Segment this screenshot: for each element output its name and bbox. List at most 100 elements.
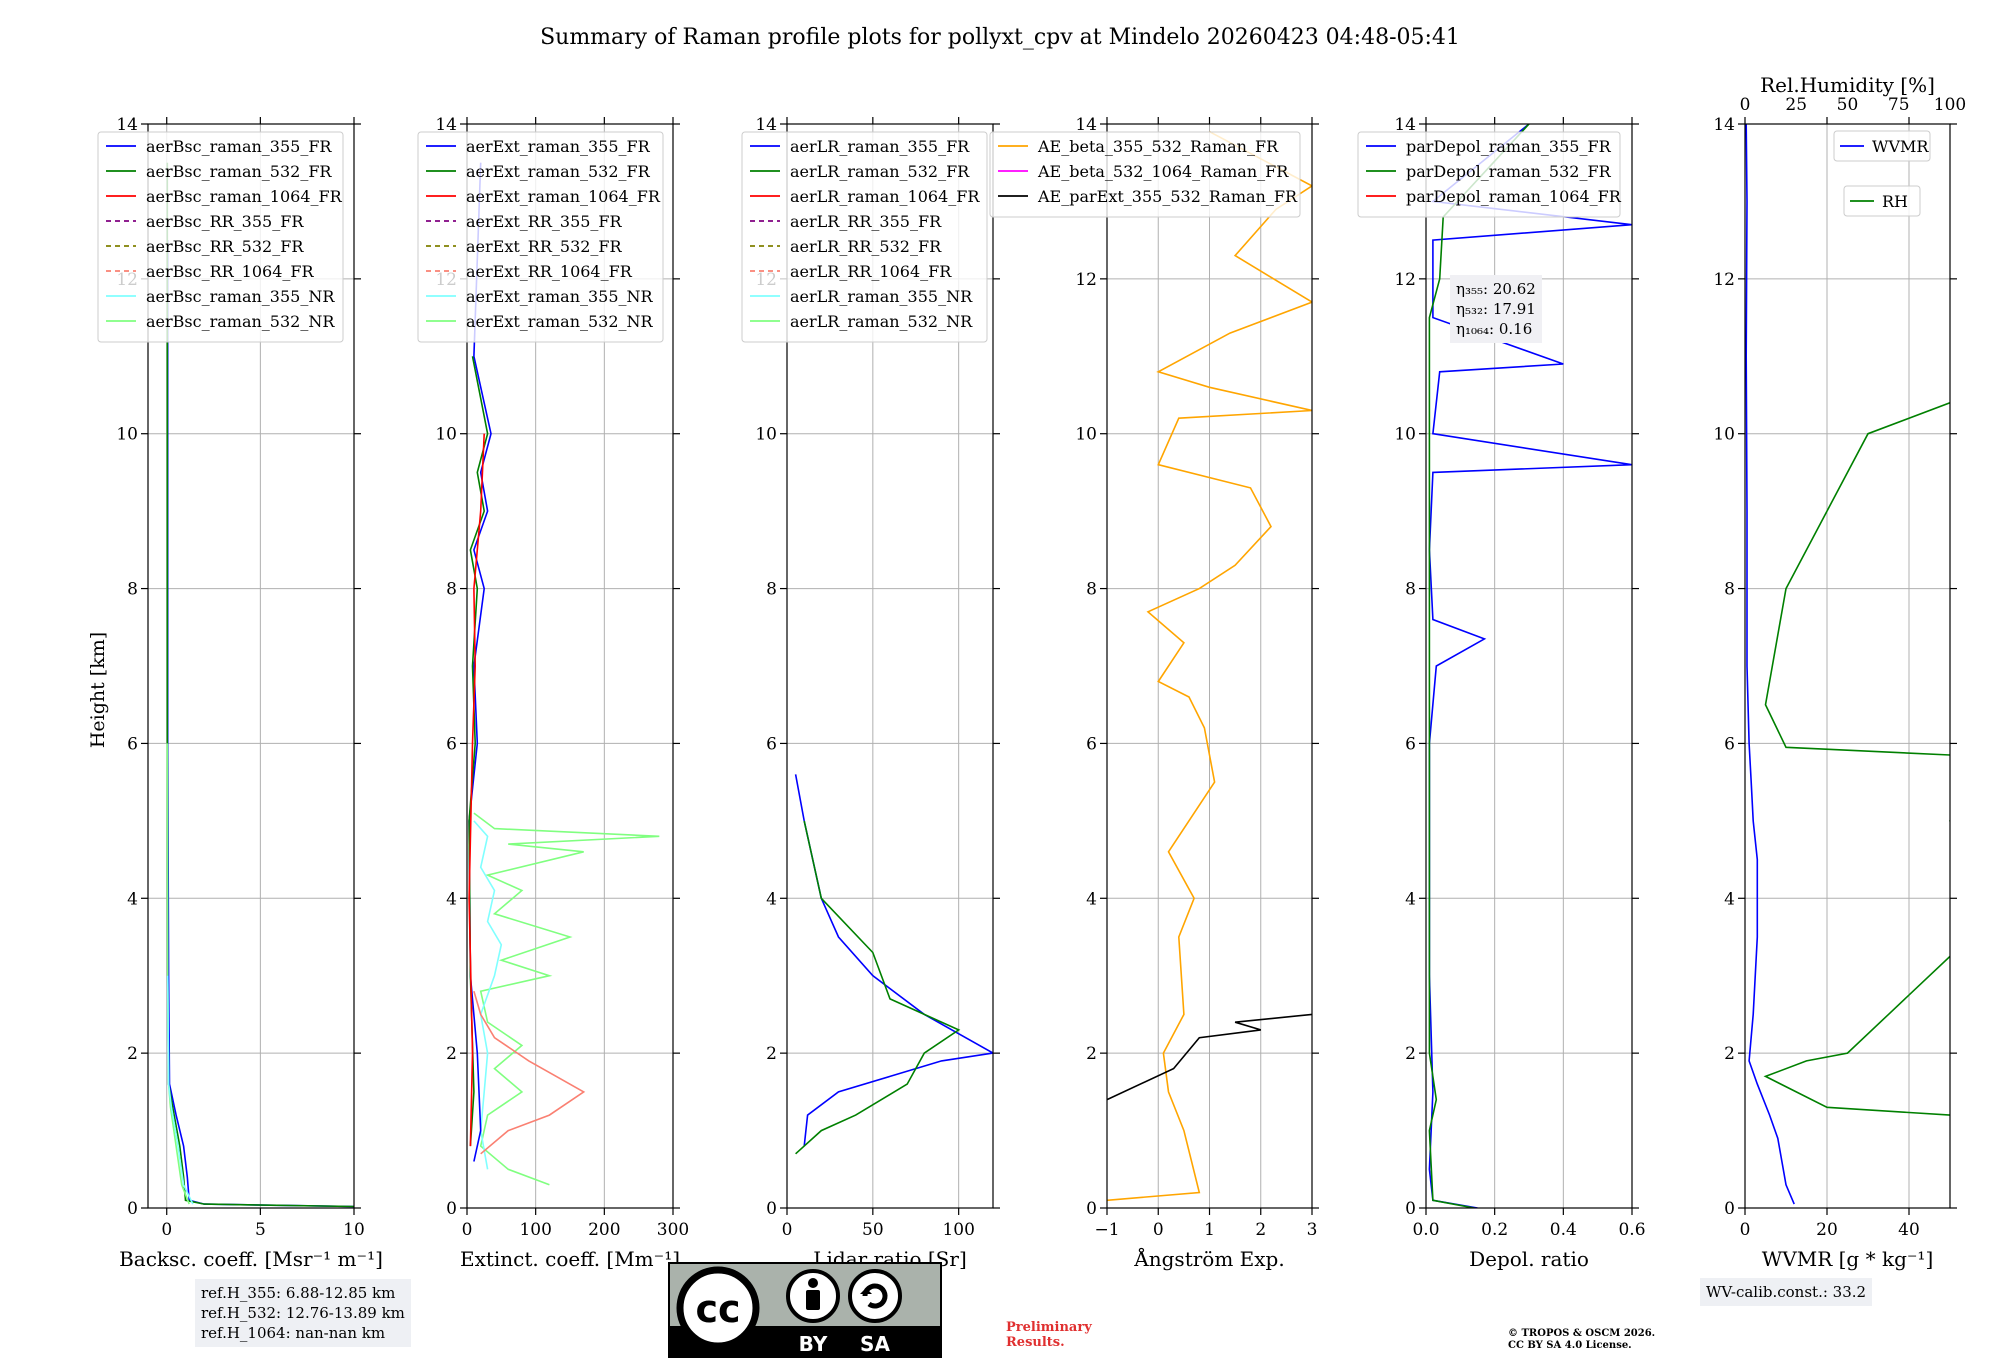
axes-frame: [1425, 123, 1633, 1209]
y-tick-label: 0: [446, 1199, 457, 1219]
legend-box: [97, 131, 344, 343]
cc-by-sa-badge: cc BY SA: [668, 1262, 942, 1358]
legend-label-aerLR_raman_1064_FR: aerLR_raman_1064_FR: [790, 187, 980, 206]
y-tick-label: 10: [1075, 425, 1097, 445]
y-tick-label: 10: [435, 425, 457, 445]
panel-lr: 02468101214050100Lidar ratio [Sr]aerLR_r…: [741, 115, 1000, 1271]
y-tick-label: 0: [127, 1199, 138, 1219]
legend-label-aerBsc_RR_355_FR: aerBsc_RR_355_FR: [146, 212, 304, 231]
y-tick-label: 2: [446, 1044, 457, 1064]
axes-frame: [1744, 123, 1951, 1209]
legend-label-AE_beta_355_532_Raman_FR: AE_beta_355_532_Raman_FR: [1037, 137, 1279, 156]
ref-height-box: ref.H_355: 6.88-12.85 km ref.H_532: 12.7…: [195, 1279, 411, 1347]
y-tick-label: 6: [1724, 734, 1735, 754]
x-tick-label: 200: [588, 1220, 620, 1240]
y-tick-label: 0: [1086, 1199, 1097, 1219]
x-tick-label: 100: [942, 1220, 974, 1240]
panel-ext: 024681012140100200300Extinct. coeff. [Mm…: [417, 115, 689, 1271]
axes-frame: [466, 123, 674, 1209]
x-axis-label: Ångström Exp.: [1133, 1246, 1284, 1271]
legend-label-aerExt_raman_355_NR: aerExt_raman_355_NR: [466, 287, 654, 306]
x-axis-label: Backsc. coeff. [Msr⁻¹ m⁻¹]: [119, 1247, 383, 1271]
x-tick-label: 0: [1740, 1220, 1751, 1240]
y-tick-label: 12: [1713, 270, 1735, 290]
y-tick-label: 4: [1405, 889, 1416, 909]
x-tick-label: 0: [1153, 1220, 1164, 1240]
y-tick-label: 8: [766, 580, 777, 600]
x2-tick-label: 25: [1785, 95, 1807, 115]
series-line-AE_parExt_355_532_Raman_FR: [1107, 1013, 1312, 1101]
y-tick-label: 0: [766, 1199, 777, 1219]
x-tick-label: 5: [255, 1220, 266, 1240]
x-tick-label: 50: [862, 1220, 884, 1240]
figure-title: Summary of Raman profile plots for polly…: [540, 25, 1460, 50]
preliminary-line-1: Preliminary: [1006, 1320, 1092, 1335]
legend-label-WVMR: WVMR: [1872, 137, 1929, 156]
legend-label-aerExt_raman_1064_FR: aerExt_raman_1064_FR: [466, 187, 661, 206]
y-tick-label: 4: [127, 889, 138, 909]
series-line-parDepol_raman_532_FR: [1428, 124, 1530, 1208]
wv-calib-box: WV-calib.const.: 33.2: [1700, 1278, 1873, 1306]
legend-label-aerExt_RR_1064_FR: aerExt_RR_1064_FR: [466, 262, 633, 281]
x-axis-label: WVMR [g * kg⁻¹]: [1762, 1247, 1934, 1271]
legend-box: [417, 131, 664, 343]
x-tick-label: −1: [1094, 1220, 1119, 1240]
x-tick-label: 0.4: [1550, 1220, 1577, 1240]
y-tick-label: 2: [1724, 1044, 1735, 1064]
series-line-aerLR_raman_532_FR: [795, 820, 961, 1155]
x2-tick-label: 0: [1740, 95, 1751, 115]
y-tick-label: 6: [127, 734, 138, 754]
y-tick-label: 12: [1394, 270, 1416, 290]
legend-label-AE_parExt_355_532_Raman_FR: AE_parExt_355_532_Raman_FR: [1037, 187, 1298, 206]
ref-height-532: ref.H_532: 12.76-13.89 km: [201, 1304, 405, 1322]
legend-label-parDepol_raman_532_FR: parDepol_raman_532_FR: [1406, 162, 1612, 181]
sa-recycle-icon: [848, 1269, 902, 1323]
legend-label-aerBsc_RR_532_FR: aerBsc_RR_532_FR: [146, 237, 304, 256]
y-tick-label: 10: [1394, 425, 1416, 445]
cc-logo-icon: [676, 1266, 760, 1350]
preliminary-results-note: Preliminary Results.: [1006, 1320, 1092, 1350]
legend-box: [1357, 131, 1621, 218]
x-tick-label: 0: [161, 1220, 172, 1240]
legend-label-parDepol_raman_355_FR: parDepol_raman_355_FR: [1406, 137, 1612, 156]
y-tick-label: 4: [1086, 889, 1097, 909]
eta-532: η₅₃₂: 17.91: [1456, 300, 1536, 318]
x-tick-label: 40: [1898, 1220, 1920, 1240]
y-tick-label: 10: [755, 425, 777, 445]
y-axis-label: Height [km]: [87, 632, 109, 748]
axes-frame: [147, 123, 355, 1209]
series-line-aerExt_raman_355_NR: [473, 820, 503, 1170]
y-tick-label: 10: [116, 425, 138, 445]
x-axis-label: Depol. ratio: [1469, 1247, 1589, 1271]
x-tick-label: 0.2: [1481, 1220, 1508, 1240]
y-tick-label: 6: [1405, 734, 1416, 754]
y-tick-label: 6: [766, 734, 777, 754]
legend-label-aerLR_RR_355_FR: aerLR_RR_355_FR: [790, 212, 942, 231]
panel-bsc: 024681012140510Backsc. coeff. [Msr⁻¹ m⁻¹…: [97, 115, 383, 1271]
copyright-line-2: CC BY SA 4.0 License.: [1508, 1340, 1632, 1351]
cc-by-label: BY: [799, 1332, 828, 1356]
y-tick-label: 14: [1075, 115, 1097, 135]
y-tick-label: 6: [1086, 734, 1097, 754]
legend-box: [1843, 185, 1921, 217]
cc-logo-text: cc: [695, 1287, 740, 1331]
series-line-aerLR_raman_355_FR: [794, 774, 993, 1147]
series-line-AE_beta_355_532_Raman_FR: [1107, 130, 1312, 1202]
legend-label-aerLR_raman_355_FR: aerLR_raman_355_FR: [790, 137, 970, 156]
y-tick-label: 8: [1405, 580, 1416, 600]
eta-355: η₃₅₅: 20.62: [1456, 280, 1536, 298]
legend-label-aerLR_RR_532_FR: aerLR_RR_532_FR: [790, 237, 942, 256]
legend-label-aerLR_RR_1064_FR: aerLR_RR_1064_FR: [790, 262, 952, 281]
x-axis-label: Extinct. coeff. [Mm⁻¹]: [460, 1247, 680, 1271]
y-tick-label: 10: [1713, 425, 1735, 445]
x-tick-label: 100: [519, 1220, 551, 1240]
series-line-RH: [1763, 401, 1950, 1116]
x2-tick-label: 50: [1837, 95, 1859, 115]
x-tick-label: 3: [1307, 1220, 1318, 1240]
y-tick-label: 14: [1394, 115, 1416, 135]
legend-label-aerBsc_raman_1064_FR: aerBsc_raman_1064_FR: [146, 187, 343, 206]
x-tick-label: 300: [657, 1220, 689, 1240]
copyright-note: © TROPOS & OSCM 2026. CC BY SA 4.0 Licen…: [1508, 1328, 1655, 1352]
